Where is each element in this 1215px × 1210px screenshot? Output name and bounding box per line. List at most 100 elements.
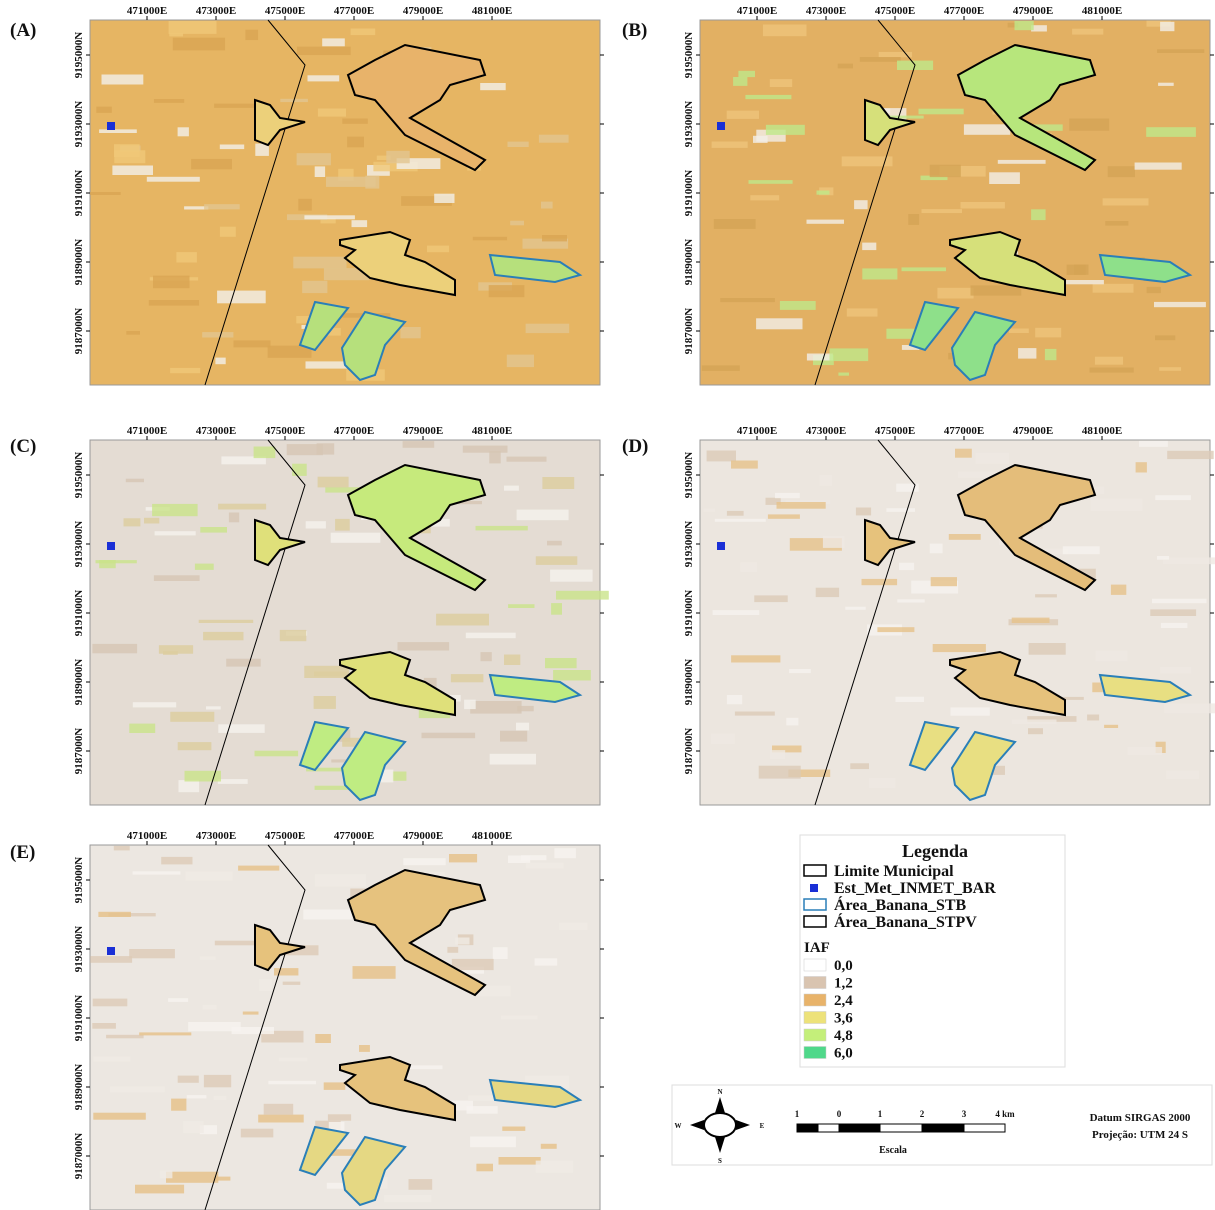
land-patch xyxy=(226,659,261,667)
land-patch xyxy=(434,194,454,203)
land-patch xyxy=(351,29,376,36)
land-patch xyxy=(359,1045,370,1052)
figure: Legenda N S E W Escala Datum SIRGAS 2000… xyxy=(0,0,1215,1210)
y-tick-label: 9195000N xyxy=(73,857,85,904)
land-patch xyxy=(541,1144,557,1149)
land-patch xyxy=(326,177,376,187)
legend-item: Limite Municipal xyxy=(834,863,954,880)
land-patch xyxy=(507,457,547,462)
legend-class: 6,0 xyxy=(834,1046,853,1062)
x-tick-label: 473000E xyxy=(196,5,236,17)
land-patch xyxy=(155,531,196,535)
projection-text: Projeção: UTM 24 S xyxy=(1092,1129,1188,1141)
land-patch xyxy=(733,77,747,86)
land-patch xyxy=(547,541,562,546)
land-patch xyxy=(220,145,244,150)
land-patch xyxy=(463,446,508,453)
land-patch xyxy=(178,127,189,136)
land-patch xyxy=(768,514,800,518)
x-tick-label: 477000E xyxy=(944,425,984,437)
legend-symbol xyxy=(804,865,826,876)
land-patch xyxy=(1035,328,1061,338)
land-patch xyxy=(780,301,816,310)
land-patch xyxy=(1147,287,1161,293)
land-patch xyxy=(754,595,787,602)
land-patch xyxy=(124,518,141,526)
land-patch xyxy=(400,327,420,338)
land-patch xyxy=(1045,349,1057,360)
land-patch xyxy=(99,129,137,133)
land-patch xyxy=(427,246,449,253)
land-patch xyxy=(535,958,558,965)
land-patch xyxy=(481,652,492,661)
land-patch xyxy=(317,443,335,454)
land-patch xyxy=(220,227,236,237)
land-patch xyxy=(93,1113,146,1120)
land-patch xyxy=(542,477,574,489)
land-patch xyxy=(819,475,832,486)
x-tick-label: 479000E xyxy=(403,425,443,437)
land-patch xyxy=(551,603,562,615)
land-patch xyxy=(200,956,216,960)
weather-station xyxy=(717,542,725,550)
land-patch xyxy=(110,1086,165,1092)
land-patch xyxy=(989,172,1020,184)
land-patch xyxy=(241,1129,273,1138)
land-patch xyxy=(126,479,144,483)
land-patch xyxy=(949,534,981,540)
land-patch xyxy=(243,1012,259,1015)
land-patch xyxy=(1159,367,1181,371)
land-patch xyxy=(789,669,811,673)
land-patch xyxy=(274,968,298,975)
land-patch xyxy=(268,1081,316,1085)
land-patch xyxy=(526,324,570,333)
legend-item: Área_Banana_STPV xyxy=(834,912,977,931)
land-patch xyxy=(714,219,756,229)
y-tick-label: 9189000N xyxy=(73,239,85,286)
land-patch xyxy=(315,166,325,177)
compass-n: N xyxy=(717,1088,722,1096)
land-patch xyxy=(702,365,740,371)
land-patch xyxy=(259,979,272,991)
x-tick-label: 471000E xyxy=(737,5,777,17)
land-patch xyxy=(930,544,943,554)
legend-subtitle: IAF xyxy=(804,940,830,956)
weather-station xyxy=(717,122,725,130)
land-patch xyxy=(877,627,914,632)
land-patch xyxy=(144,518,159,524)
land-patch xyxy=(516,723,529,731)
scale-label: 0 xyxy=(837,1109,842,1119)
land-patch xyxy=(1029,643,1066,655)
y-tick-label: 9195000N xyxy=(73,452,85,499)
land-patch xyxy=(161,857,192,865)
land-patch xyxy=(766,125,805,135)
land-patch xyxy=(508,142,529,147)
land-patch xyxy=(517,706,533,711)
land-patch xyxy=(745,95,791,99)
land-patch xyxy=(998,160,1046,164)
land-patch xyxy=(489,451,500,463)
land-patch xyxy=(763,25,807,37)
land-patch xyxy=(554,848,576,858)
y-tick-label: 9193000N xyxy=(73,926,85,973)
land-patch xyxy=(542,235,567,241)
land-patch xyxy=(922,209,963,213)
x-tick-label: 477000E xyxy=(334,830,374,842)
scale-label: 3 xyxy=(962,1109,967,1119)
land-patch xyxy=(217,291,266,304)
land-patch xyxy=(919,109,964,115)
legend-title: Legenda xyxy=(902,841,968,861)
land-patch xyxy=(214,104,257,108)
land-patch xyxy=(862,579,898,585)
land-patch xyxy=(550,570,593,582)
land-patch xyxy=(255,751,299,757)
map-background xyxy=(90,440,600,805)
land-patch xyxy=(298,199,312,211)
land-patch xyxy=(711,733,735,744)
land-patch xyxy=(1157,556,1169,560)
land-patch xyxy=(188,1022,241,1031)
land-patch xyxy=(703,508,715,511)
legend-symbol xyxy=(810,884,818,892)
land-patch xyxy=(727,511,744,516)
y-tick-label: 9195000N xyxy=(683,32,695,79)
